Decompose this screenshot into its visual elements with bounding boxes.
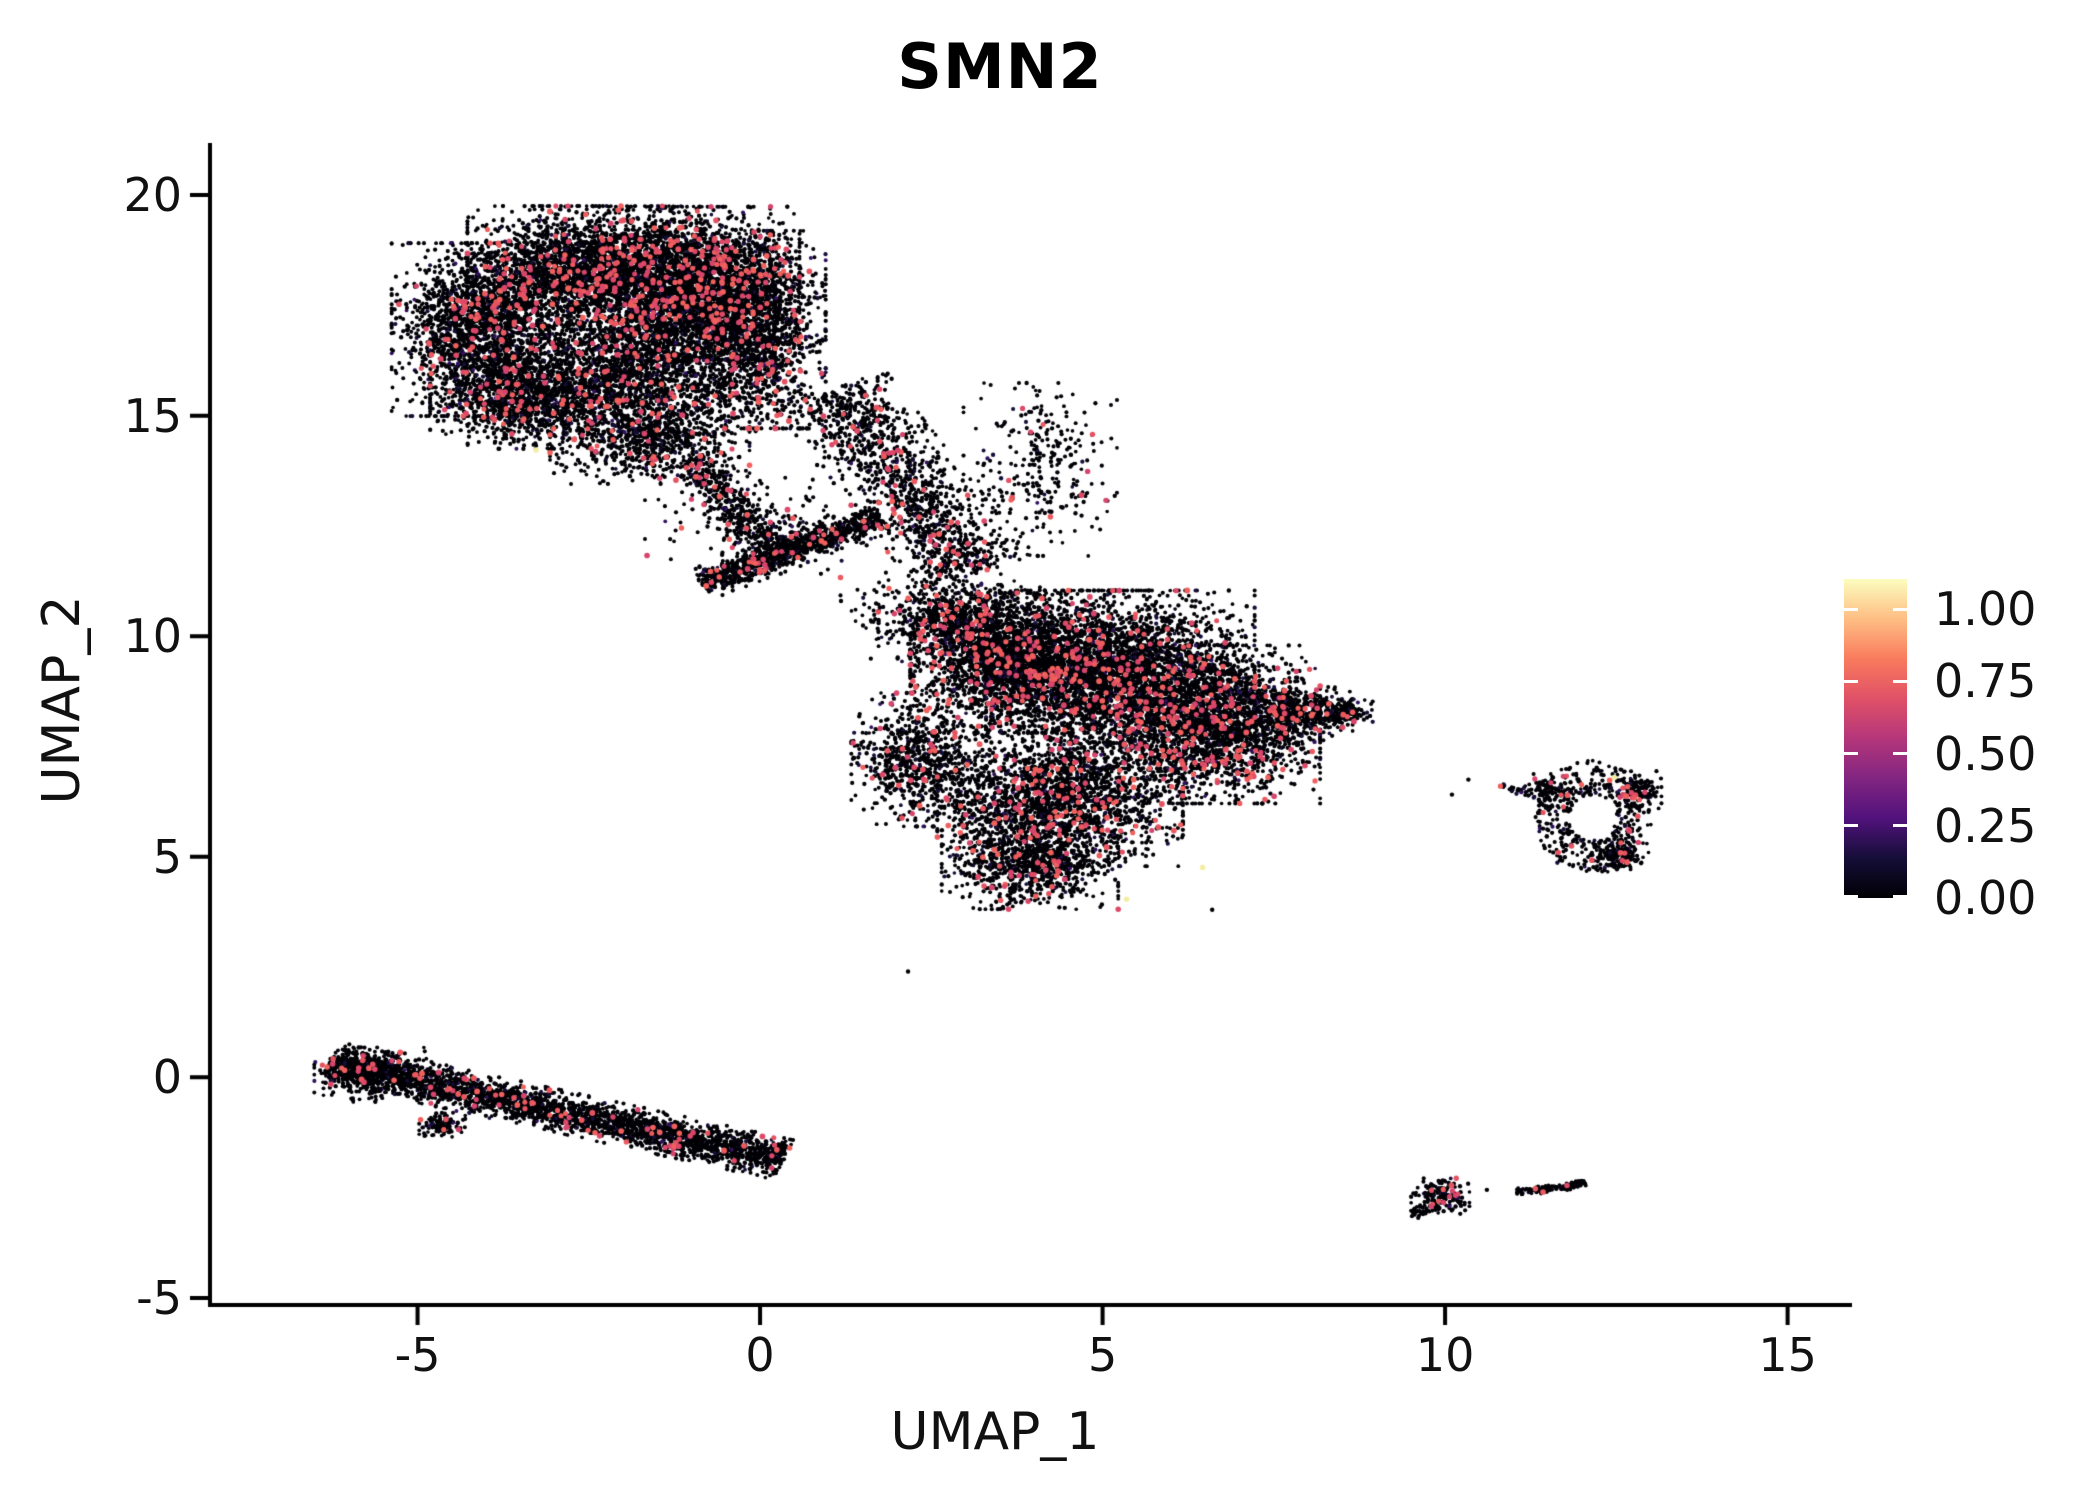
y-tick-label: -5 (136, 1270, 182, 1325)
colorbar-tick-mark (1844, 895, 1858, 898)
colorbar-tick-mark (1893, 895, 1907, 898)
colorbar-tick-label: 1.00 (1934, 582, 2037, 637)
y-tick-label: 0 (152, 1050, 182, 1105)
x-tick-label: 10 (1415, 1328, 1475, 1382)
x-tick-label: 5 (1087, 1328, 1118, 1382)
y-tick-label: 5 (152, 829, 182, 884)
colorbar-tick-label: 0.25 (1934, 798, 2037, 853)
colorbar-tick-mark (1844, 679, 1858, 683)
colorbar-tick-mark (1844, 752, 1858, 756)
colorbar-tick-mark (1893, 752, 1907, 756)
colorbar-tick-label: 0.00 (1934, 871, 2037, 925)
plot-title: SMN2 (897, 30, 1103, 103)
x-axis-label: UMAP_1 (890, 1402, 1100, 1462)
colorbar-tick-mark (1893, 607, 1907, 611)
y-tick-label: 20 (123, 168, 182, 223)
x-tick-label: -5 (394, 1328, 441, 1382)
y-tick-label: 10 (123, 609, 182, 664)
x-tick-label: 0 (745, 1328, 775, 1382)
y-tick-label: 15 (123, 388, 182, 443)
colorbar-tick-label: 0.50 (1934, 726, 2037, 781)
colorbar-tick-mark (1893, 824, 1907, 828)
expression-colorbar (1844, 579, 1907, 898)
y-axis-label: UMAP_2 (32, 595, 92, 805)
x-tick-label: 15 (1758, 1328, 1817, 1382)
colorbar-tick-mark (1844, 607, 1858, 611)
colorbar-tick-label: 0.75 (1934, 654, 2037, 709)
colorbar-tick-mark (1844, 824, 1858, 828)
colorbar-tick-mark (1893, 679, 1907, 683)
